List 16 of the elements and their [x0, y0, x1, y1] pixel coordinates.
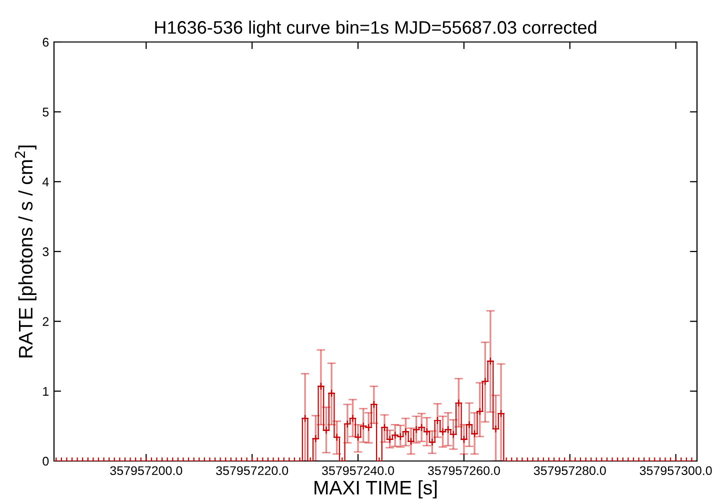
x-axis-title: MAXI TIME [s]	[314, 480, 437, 498]
y-tick-label: 1	[43, 387, 49, 396]
x-tick-label: 357957240.0	[322, 466, 394, 476]
y-axis-title: RATE [photons / s / cm$^{2}$]	[14, 146, 36, 358]
y-tick-label: 4	[42, 178, 49, 186]
x-tick-label: 357957220.0	[216, 466, 288, 476]
y-tick-label: 6	[42, 38, 49, 47]
x-tick-label: 357957200.0	[110, 466, 182, 476]
x-tick-label: 357957300.0	[640, 466, 712, 476]
y-tick-label: 0	[42, 456, 49, 466]
y-tick-label: 3	[42, 247, 49, 256]
y-tick-label: 5	[42, 108, 49, 116]
y-tick-label: 2	[42, 317, 49, 326]
chart-title: H1636-536 light curve bin=1s MJD=55687.03 corrected	[155, 20, 596, 38]
x-tick-label: 357957260.0	[428, 466, 500, 476]
x-tick-label: 357957280.0	[534, 466, 606, 476]
